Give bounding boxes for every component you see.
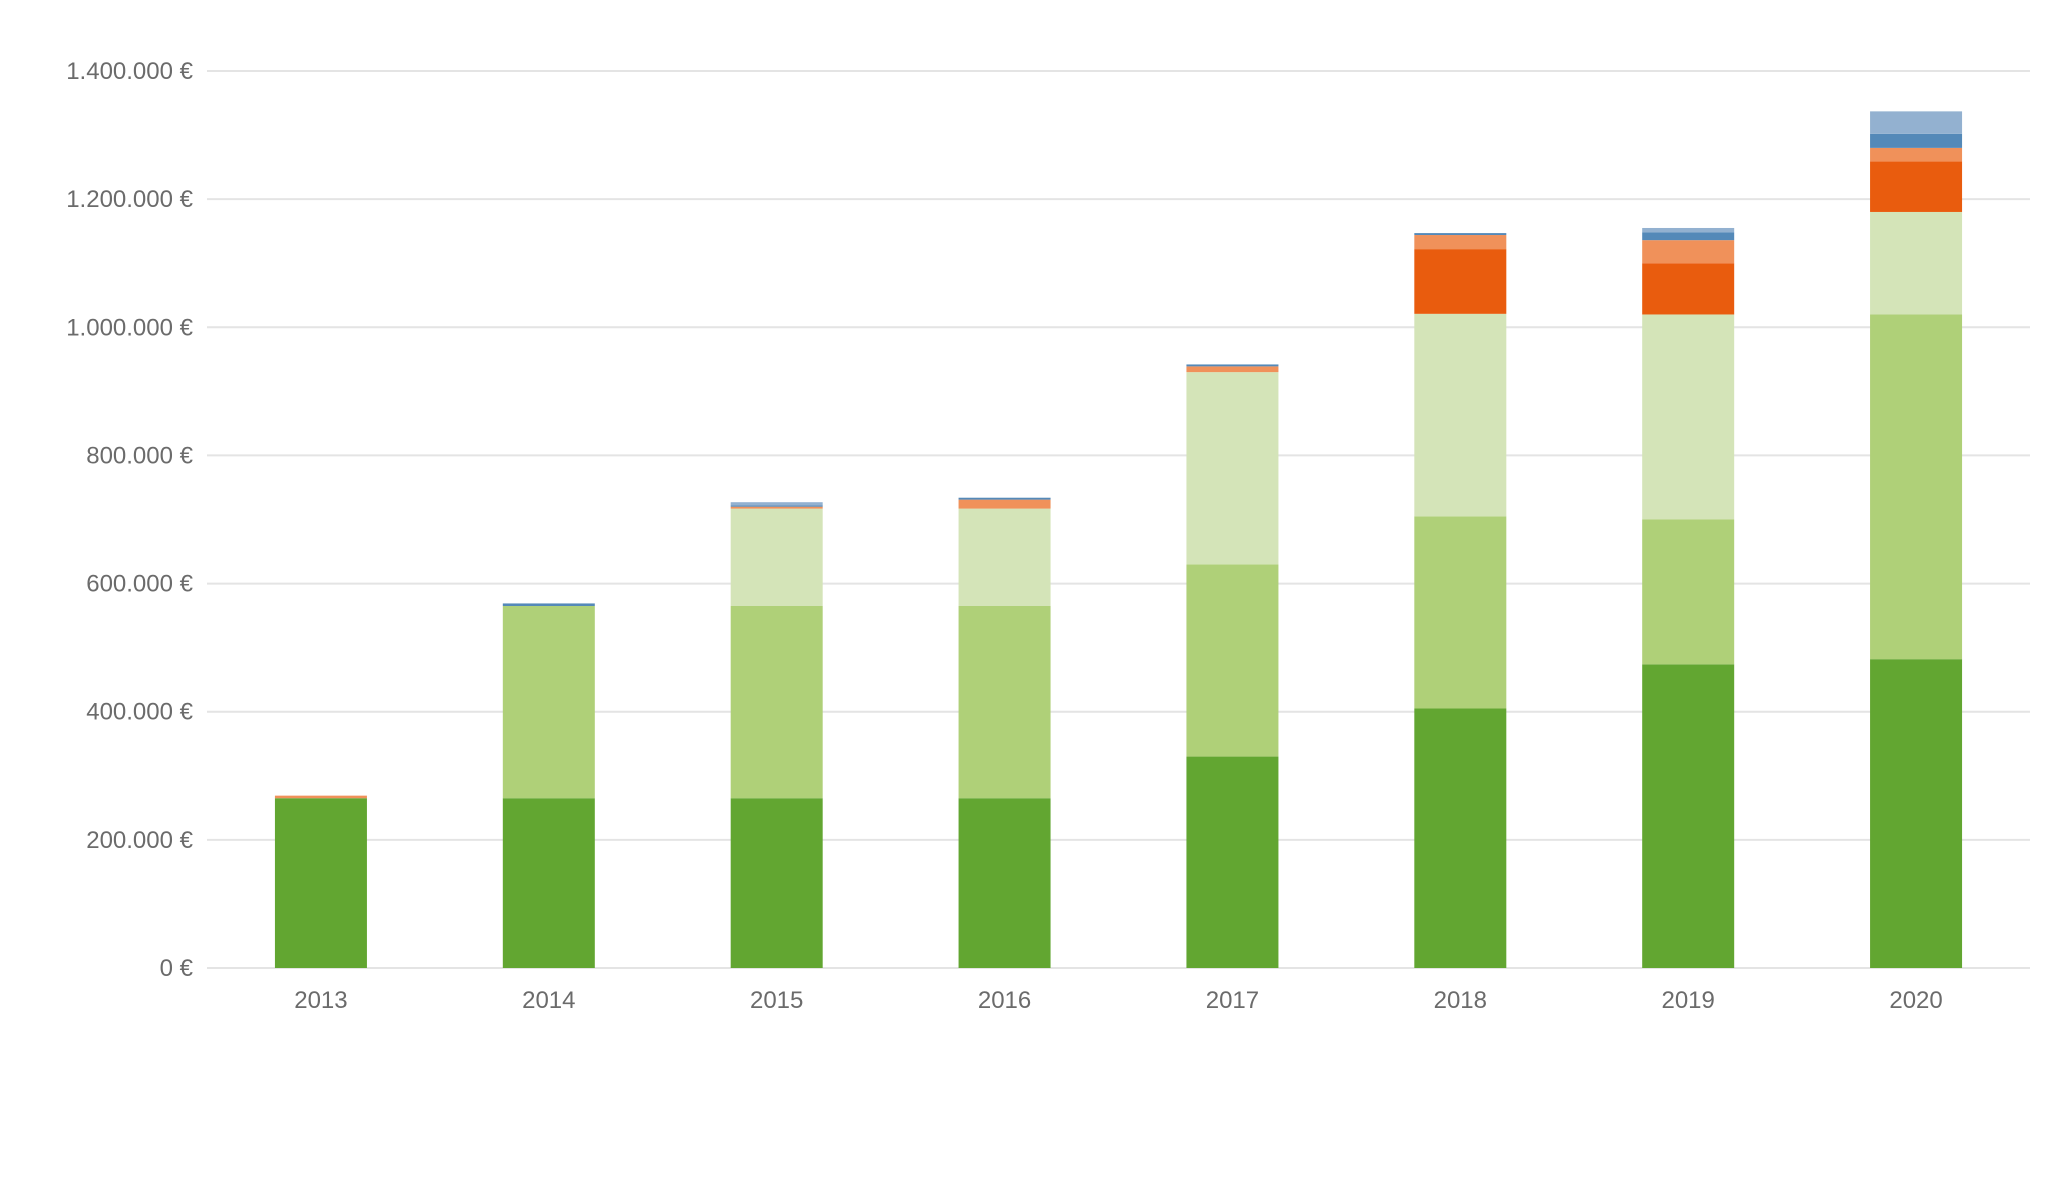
bar-segment-2019-s3 xyxy=(1642,314,1735,520)
bar-segment-2018-s6 xyxy=(1414,233,1507,236)
x-axis-ticks: 2013 2014 2015 2016 2017 2018 2019 2020 xyxy=(294,987,1943,1014)
y-tick-label: 200.000 € xyxy=(86,827,193,854)
x-tick-label: 2019 xyxy=(1661,987,1714,1014)
bar-segment-2020-s4 xyxy=(1870,161,1963,212)
bar-segment-2017-s1 xyxy=(1186,756,1279,968)
bar-segment-2014-s2 xyxy=(502,605,595,799)
bar-segment-2016-s1 xyxy=(958,798,1051,968)
bar-segment-2019-s6 xyxy=(1642,232,1735,241)
bar-segment-2016-s6 xyxy=(958,497,1051,500)
y-tick-label: 1.400.000 € xyxy=(66,58,193,85)
bar-segment-2020-s6 xyxy=(1870,133,1963,148)
bar-segment-2020-s1 xyxy=(1870,659,1963,968)
bar-segment-2015-s6 xyxy=(730,505,823,507)
bar-segment-2017-s3 xyxy=(1186,372,1279,565)
bar-segment-2020-s5 xyxy=(1870,147,1963,162)
x-tick-label: 2020 xyxy=(1889,987,1942,1014)
bar-segment-2017-s6 xyxy=(1186,364,1279,367)
y-tick-label: 1.200.000 € xyxy=(66,186,193,213)
bar-segment-2020-s2 xyxy=(1870,314,1963,660)
y-tick-label: 1.000.000 € xyxy=(66,314,193,341)
bar-segment-2015-s1 xyxy=(730,798,823,968)
bar-segment-2013-s1 xyxy=(274,798,367,968)
y-tick-label: 600.000 € xyxy=(86,571,193,598)
bar-segment-2020-s3 xyxy=(1870,211,1963,315)
bar-segment-2018-s3 xyxy=(1414,313,1507,517)
bar-segment-2019-s4 xyxy=(1642,263,1735,315)
bar-segment-2013-s5 xyxy=(274,795,367,799)
bar-segment-2016-s3 xyxy=(958,508,1051,606)
bar-segment-2014-s1 xyxy=(502,798,595,968)
x-tick-label: 2018 xyxy=(1434,987,1487,1014)
x-tick-label: 2016 xyxy=(978,987,1031,1014)
bar-segment-2019-s2 xyxy=(1642,519,1735,665)
bar-segment-2015-s5 xyxy=(730,506,823,509)
bar-segment-2015-s3 xyxy=(730,508,823,606)
y-tick-label: 400.000 € xyxy=(86,699,193,726)
bar-segment-2019-s5 xyxy=(1642,240,1735,264)
bar-segment-2019-s1 xyxy=(1642,664,1735,968)
bar-segment-2017-s5 xyxy=(1186,366,1279,373)
x-tick-label: 2015 xyxy=(750,987,803,1014)
y-tick-label: 800.000 € xyxy=(86,442,193,469)
bars xyxy=(274,111,1963,968)
bar-segment-2018-s2 xyxy=(1414,516,1507,709)
x-tick-label: 2013 xyxy=(294,987,347,1014)
bar-segment-2020-s7 xyxy=(1870,111,1963,134)
bar-segment-2015-s7 xyxy=(730,502,823,506)
bar-segment-2014-s6 xyxy=(502,603,595,606)
x-tick-label: 2017 xyxy=(1206,987,1259,1014)
bar-segment-2016-s5 xyxy=(958,499,1051,509)
bar-segment-2018-s1 xyxy=(1414,708,1507,968)
y-axis-ticks: 0 € 200.000 € 400.000 € 600.000 € 800.000 € 1… xyxy=(66,58,193,982)
bar-segment-2015-s2 xyxy=(730,605,823,799)
bar-segment-2018-s4 xyxy=(1414,249,1507,314)
bar-segment-2019-s7 xyxy=(1642,227,1735,233)
bar-segment-2018-s5 xyxy=(1414,235,1507,250)
bar-segment-2017-s2 xyxy=(1186,564,1279,757)
bar-segment-2016-s2 xyxy=(958,605,1051,799)
y-tick-label: 0 € xyxy=(160,955,194,982)
gridlines xyxy=(207,70,2030,969)
x-tick-label: 2014 xyxy=(522,987,575,1014)
